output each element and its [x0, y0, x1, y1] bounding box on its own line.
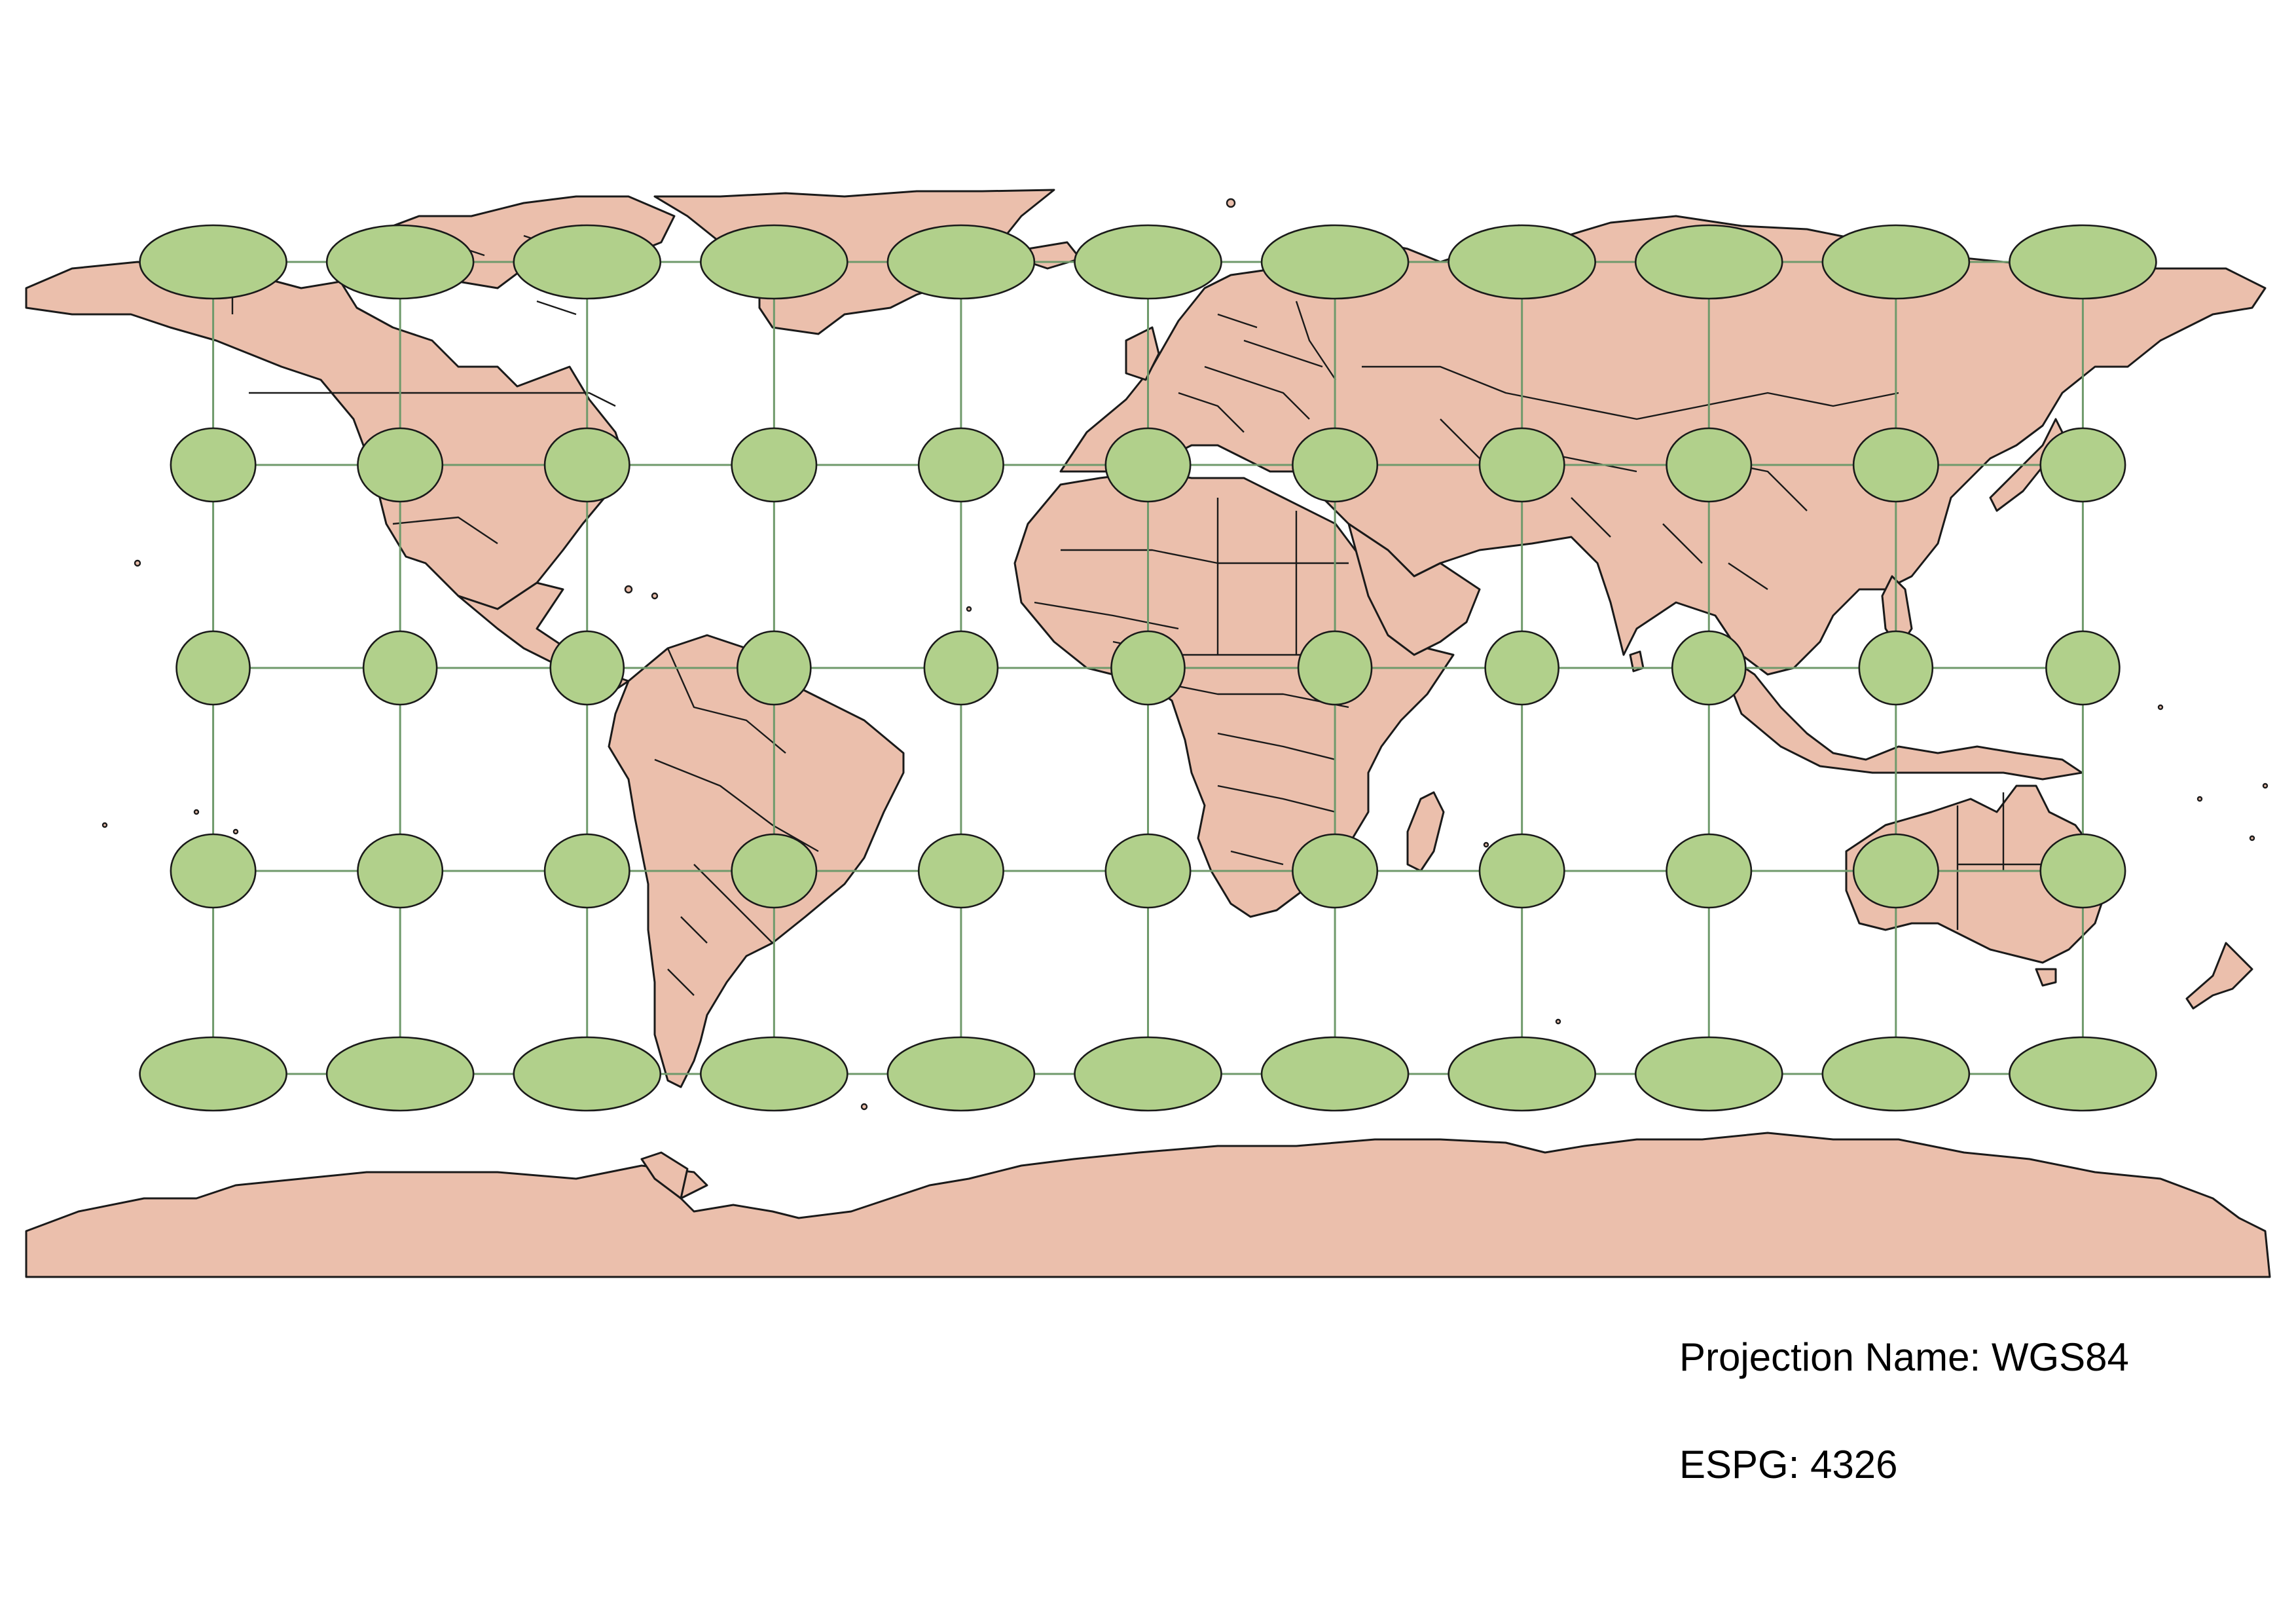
antarctic-peninsula: [640, 1151, 689, 1200]
tissot-ellipse: [737, 630, 812, 706]
tissot-ellipse: [139, 1036, 287, 1112]
south-america-borders: [654, 648, 819, 996]
tissot-ellipse: [1104, 833, 1192, 909]
tissot-ellipse: [731, 427, 818, 503]
epsg-code-label: ESPG: 4326: [1679, 1443, 1898, 1486]
tissot-ellipse: [731, 833, 818, 909]
tissot-ellipse: [362, 630, 438, 706]
tissot-ellipse: [2045, 630, 2121, 706]
us-mexico-border: [392, 516, 498, 544]
tissot-ellipse: [917, 427, 1004, 503]
projection-name-label: Projection Name: WGS84: [1679, 1335, 2129, 1379]
tissot-ellipse: [357, 427, 444, 503]
tissot-ellipse: [1260, 224, 1410, 300]
tissot-ellipse: [1634, 1036, 1783, 1112]
mauritius-islet: [1483, 841, 1489, 848]
tissot-ellipse: [175, 630, 251, 706]
tissot-ellipse: [886, 224, 1036, 300]
tissot-ellipse: [1671, 630, 1747, 706]
tissot-ellipse: [1260, 1036, 1410, 1112]
tissot-ellipse: [917, 833, 1004, 909]
atlantic-islet-1: [966, 606, 972, 612]
tissot-ellipse: [1448, 1036, 1596, 1112]
tissot-ellipse: [886, 1036, 1036, 1112]
tissot-ellipse: [2009, 224, 2157, 300]
kerguelen-islet: [1555, 1018, 1561, 1025]
pacific-islet-6: [2249, 835, 2255, 841]
tissot-ellipse: [1484, 630, 1559, 706]
europe-borders: [1178, 301, 1336, 433]
tissot-ellipse: [170, 427, 257, 503]
tissot-ellipse: [1110, 630, 1186, 706]
tissot-ellipse: [1852, 427, 1939, 503]
tissot-ellipse: [1821, 1036, 1971, 1112]
tissot-ellipse: [170, 833, 257, 909]
tissot-ellipse: [543, 833, 630, 909]
tissot-ellipse: [1666, 427, 1753, 503]
pacific-islet-1: [101, 822, 108, 828]
tissot-ellipse: [1666, 833, 1753, 909]
pacific-islet-2: [193, 809, 200, 815]
tissot-ellipse: [923, 630, 999, 706]
tissot-ellipse: [543, 427, 630, 503]
tissot-ellipse: [1858, 630, 1934, 706]
hawaii-islet: [134, 559, 141, 567]
us-canada-border: [249, 392, 616, 407]
tissot-ellipse: [1852, 833, 1939, 909]
tissot-ellipse: [549, 630, 625, 706]
tissot-ellipse: [325, 1036, 475, 1112]
arabian-peninsula-landmass: [1347, 523, 1481, 656]
tissot-ellipse: [1074, 224, 1222, 300]
asia-borders: [1362, 365, 1899, 590]
tissot-ellipse: [1292, 427, 1379, 503]
tissot-ellipse: [700, 224, 848, 300]
tissot-ellipse: [325, 224, 475, 300]
tissot-ellipse: [513, 224, 662, 300]
tissot-ellipse: [1104, 427, 1192, 503]
svalbard-islet: [1226, 198, 1236, 208]
tissot-ellipse: [1074, 1036, 1222, 1112]
pacific-islet-4: [2157, 704, 2164, 710]
tissot-indicatrix: [139, 224, 2157, 1112]
tissot-ellipse: [2039, 427, 2126, 503]
tissot-ellipse: [1634, 224, 1783, 300]
australia-landmass: [1845, 784, 2109, 964]
caribbean-islet-1: [624, 585, 633, 594]
north-america-landmass: [25, 261, 630, 610]
tissot-ellipse: [700, 1036, 848, 1112]
tissot-ellipse: [1292, 833, 1379, 909]
tissot-ellipse: [139, 224, 287, 300]
madagascar-island: [1406, 791, 1445, 872]
indonesia-islands: [1714, 647, 2083, 781]
caribbean-islet-2: [651, 592, 659, 600]
new-zealand-islands: [2185, 942, 2253, 1010]
tissot-ellipse: [2009, 1036, 2157, 1112]
pacific-islet-5: [2196, 796, 2203, 802]
south-georgia-islet: [860, 1103, 868, 1111]
tissot-ellipse: [513, 1036, 662, 1112]
tasmania-island: [2035, 968, 2057, 987]
fiji-islet: [2262, 783, 2269, 789]
iceland-island: [1027, 241, 1082, 270]
tissot-ellipse: [1821, 224, 1971, 300]
tissot-ellipse: [1297, 630, 1373, 706]
australia-borders: [1956, 792, 2056, 930]
tissot-ellipse: [1478, 833, 1565, 909]
africa-borders: [1034, 498, 1349, 866]
antarctica-landmass: [25, 1132, 2271, 1278]
pacific-islet-3: [232, 828, 239, 835]
tissot-ellipse: [1448, 224, 1596, 300]
tissot-ellipse: [2039, 833, 2126, 909]
tissot-ellipse: [357, 833, 444, 909]
tissot-ellipse: [1478, 427, 1565, 503]
